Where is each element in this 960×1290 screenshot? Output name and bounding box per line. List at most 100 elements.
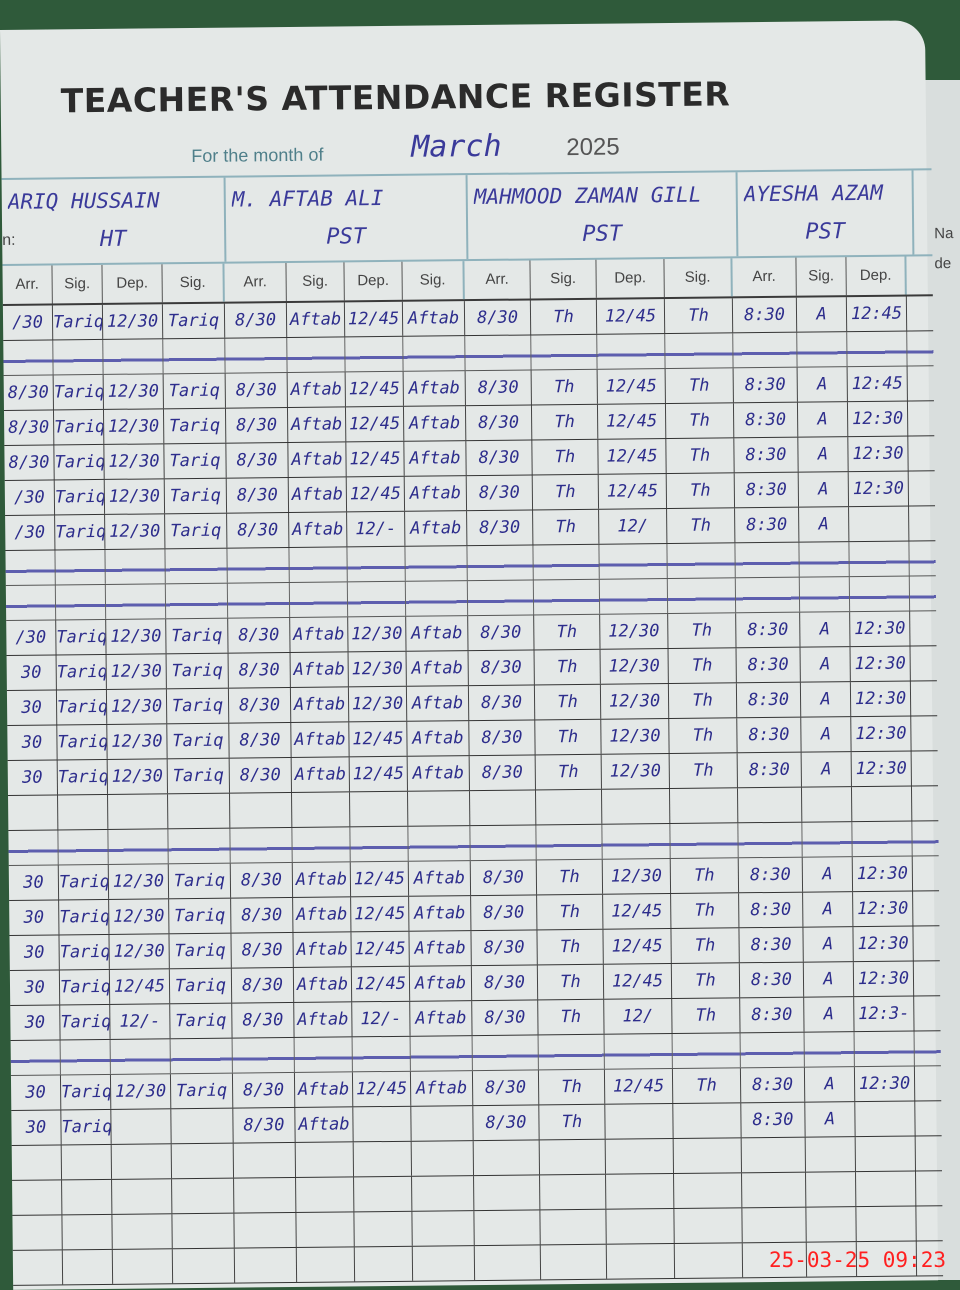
attendance-cell <box>673 1103 742 1139</box>
attendance-cell <box>225 338 288 373</box>
attendance-cell <box>352 1036 411 1072</box>
attendance-cell: Aftab <box>286 302 346 338</box>
edge-label-name: Na <box>934 225 954 243</box>
attendance-cell: 8:30 <box>732 297 798 333</box>
attendance-cell <box>855 1101 916 1137</box>
attendance-cell: 12/30 <box>600 649 669 684</box>
attendance-cell: 12/ <box>604 999 673 1034</box>
attendance-cell: 8/30 <box>228 687 292 723</box>
attendance-cell: 8/30 <box>226 443 289 478</box>
attendance-cell: Aftab <box>295 1107 354 1142</box>
attendance-cell: 12/45 <box>351 896 410 932</box>
attendance-cell: Th <box>534 614 601 650</box>
attendance-cell: 8/30 <box>3 410 55 445</box>
attendance-cell <box>172 1248 236 1284</box>
attendance-cell: /30 <box>4 480 56 515</box>
attendance-cell: Th <box>666 473 736 509</box>
attendance-cell <box>354 1176 413 1212</box>
attendance-cell: A <box>797 402 849 437</box>
attendance-cell: Th <box>532 439 599 475</box>
attendance-cell <box>856 1171 917 1207</box>
attendance-cell: Aftab <box>290 687 350 722</box>
attendance-cell: 8/30 <box>471 965 539 1001</box>
attendance-cell: Tariq <box>59 934 110 970</box>
attendance-cell <box>405 581 469 616</box>
attendance-cell: A <box>800 612 851 647</box>
attendance-cell: 12/30 <box>105 514 166 549</box>
attendance-cell <box>606 1244 676 1279</box>
attendance-cell: Aftab <box>292 862 352 897</box>
attendance-cell: 12/30 <box>602 859 672 894</box>
attendance-cell: Aftab <box>407 721 470 756</box>
attendance-cell: Aftab <box>408 861 472 896</box>
attendance-cell: Aftab <box>409 966 473 1001</box>
attendance-cell: Th <box>537 964 605 1000</box>
attendance-cell: 8:30 <box>733 367 798 403</box>
attendance-cell: 8/30 <box>232 1002 295 1038</box>
attendance-cell <box>289 547 348 582</box>
attendance-cell <box>742 1172 807 1208</box>
attendance-cell <box>62 1249 114 1285</box>
attendance-cell: 12/45 <box>597 404 667 439</box>
attendance-cell <box>411 1106 474 1141</box>
attendance-cell: 8:30 <box>738 857 804 893</box>
attendance-cell: A <box>803 892 854 927</box>
column-header: Sig. <box>530 259 597 299</box>
attendance-cell <box>234 1212 297 1248</box>
attendance-cell: 12/45 <box>603 894 672 929</box>
attendance-cell <box>62 1214 113 1250</box>
attendance-cell <box>735 577 801 613</box>
attendance-cell: Tariq <box>169 933 232 969</box>
attendance-cell: Aftab <box>294 1072 354 1107</box>
attendance-cell: Th <box>537 894 604 930</box>
attendance-cell: 12/30 <box>104 444 165 479</box>
attendance-cell: 12/30 <box>348 616 407 652</box>
attendance-cell: Aftab <box>404 441 467 476</box>
attendance-cell: /30 <box>6 620 57 655</box>
attendance-cell: 12/45 <box>351 966 411 1002</box>
attendance-cell <box>10 1040 61 1075</box>
attendance-cell: Tariq <box>53 374 104 410</box>
attendance-cell: Th <box>536 859 604 895</box>
attendance-cell: 12/45 <box>598 474 668 509</box>
attendance-cell: /30 <box>5 515 56 550</box>
attendance-cell: 12/ <box>599 509 668 544</box>
attendance-cell <box>55 549 106 585</box>
attendance-cell: A <box>798 472 850 507</box>
attendance-cell <box>103 339 164 374</box>
attendance-cell: Aftab <box>287 407 347 443</box>
attendance-cell: 12/45 <box>346 476 406 512</box>
attendance-grid: ARIQ HUSSAIN n: HT M. AFTAB ALI PST MAHMOOD Z… <box>1 168 944 1286</box>
attendance-cell <box>171 1143 235 1179</box>
attendance-cell: A <box>798 437 849 472</box>
attendance-cell: 8/30 <box>466 440 533 476</box>
attendance-cell <box>234 1247 298 1283</box>
attendance-cell <box>108 794 169 829</box>
attendance-cell <box>227 547 290 583</box>
attendance-cell: 12/45 <box>350 861 410 897</box>
attendance-cell: Th <box>670 858 740 894</box>
attendance-cell <box>849 576 911 612</box>
attendance-cell: 12/45 <box>346 441 405 477</box>
attendance-cell <box>61 1144 113 1180</box>
attendance-cell <box>287 337 346 373</box>
attendance-cell: Tariq <box>165 513 228 549</box>
attendance-cell <box>354 1211 413 1247</box>
attendance-cell <box>672 1033 741 1069</box>
attendance-cell <box>230 827 293 863</box>
attendance-cell: 12/30 <box>103 409 165 444</box>
attendance-cell <box>539 1139 607 1175</box>
attendance-cell: 12/45 <box>345 406 405 442</box>
teacher-name: ARIQ HUSSAIN <box>7 188 160 214</box>
attendance-cell: Tariq <box>163 373 226 409</box>
attendance-cell <box>403 336 466 371</box>
attendance-cell: Aftab <box>406 651 469 686</box>
attendance-cell: Th <box>669 753 738 789</box>
attendance-cell: Tariq <box>170 1003 233 1039</box>
attendance-cell: 8/30 <box>470 860 538 896</box>
attendance-cell: 12/30 <box>106 689 168 724</box>
edge-label-dep: de <box>934 255 952 273</box>
attendance-cell <box>856 1206 917 1242</box>
attendance-cell: Th <box>533 509 600 545</box>
attendance-cell: 8/30 <box>233 1107 296 1143</box>
